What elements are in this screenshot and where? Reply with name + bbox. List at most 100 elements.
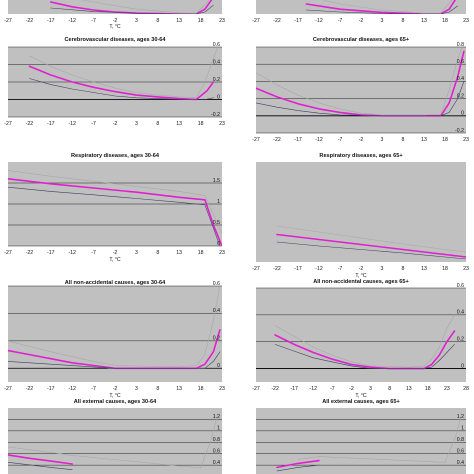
x-tick-label: -22 <box>26 386 34 392</box>
y-tick-label: 0.2 <box>457 93 464 99</box>
x-tick-label: -12 <box>68 250 76 256</box>
panel-external-65plus: 0.4 0.6 0.8 1 1.2 All external causes, ages 6… <box>256 399 466 474</box>
y-tick-label: 0 <box>217 241 220 247</box>
series-line-ci-upper <box>297 413 463 463</box>
y-tick-label: 0.4 <box>213 460 220 466</box>
y-tick-label: 0.8 <box>457 437 464 443</box>
x-tick-label: 13 <box>176 18 182 24</box>
x-tick-label: -17 <box>47 121 55 127</box>
x-tick-label: 23 <box>219 386 225 392</box>
x-tick-label: -12 <box>315 137 323 143</box>
y-tick-label: 0.6 <box>457 283 464 289</box>
x-tick-label: 3 <box>369 386 372 392</box>
x-tick-label: 3 <box>135 386 138 392</box>
plot-area <box>256 408 466 474</box>
panel-title: Respiratory diseases, ages 30-64 <box>71 153 160 159</box>
series-line-ci-lower <box>29 78 214 100</box>
x-tick-label: 3 <box>381 18 384 24</box>
x-tick-label: -2 <box>113 250 118 256</box>
x-tick-label: -2 <box>113 121 118 127</box>
x-tick-label: -17 <box>290 386 298 392</box>
x-tick-label: -7 <box>338 266 343 272</box>
y-tick-label: 0 <box>217 94 220 100</box>
plot-area <box>8 0 222 14</box>
y-tick-label: 0.6 <box>457 449 464 455</box>
series-line-ci-upper <box>8 170 222 234</box>
y-tick-label: 0.2 <box>457 337 464 343</box>
y-tick-label: 0.4 <box>457 76 464 82</box>
panel-title: Cerebrovascular diseases, ages 30-64 <box>64 37 166 43</box>
x-tick-label: -17 <box>294 266 302 272</box>
plot-area <box>256 288 466 382</box>
x-tick-label: 13 <box>176 386 182 392</box>
x-tick-label: 8 <box>156 121 159 127</box>
y-tick-label: 0 <box>461 111 464 117</box>
x-tick-label: 18 <box>198 18 204 24</box>
x-tick-label: 3 <box>135 121 138 127</box>
x-tick-label: -27 <box>4 386 12 392</box>
x-tick-label: -22 <box>26 18 34 24</box>
series-line-ci-lower <box>306 5 458 14</box>
y-tick-label: -0.2 <box>211 112 220 118</box>
x-tick-label: 13 <box>421 266 427 272</box>
series-line-ci-lower <box>8 186 221 246</box>
x-tick-label: -2 <box>359 137 364 143</box>
x-tick-label: -27 <box>4 121 12 127</box>
series-line-estimate <box>8 454 73 465</box>
x-tick-label: 18 <box>198 386 204 392</box>
y-tick-label: 0 <box>217 363 220 369</box>
plot-area <box>256 47 466 133</box>
x-tick-label: -22 <box>273 137 281 143</box>
series-line-estimate <box>8 178 222 246</box>
panel-cerebrovascular-65plus: -0.2 0 0.2 0.4 0.6 0.8 -27 -22 -17 -12 -7 -2 3 8 13 18 2… <box>252 37 469 143</box>
x-tick-label: -27 <box>4 250 12 256</box>
x-tick-label: 13 <box>406 386 412 392</box>
series-line-ci-upper <box>29 47 218 99</box>
x-tick-label: -27 <box>4 18 12 24</box>
series-line-ci-upper <box>276 225 466 253</box>
x-tick-label: -12 <box>68 18 76 24</box>
x-tick-label: 18 <box>198 250 204 256</box>
y-tick-label: 0.2 <box>213 336 220 342</box>
x-tick-label: 23 <box>219 250 225 256</box>
y-tick-label: 0.2 <box>213 77 220 83</box>
y-tick-label: 1 <box>461 426 464 432</box>
x-tick-label: -12 <box>68 386 76 392</box>
x-tick-label: -22 <box>26 250 34 256</box>
x-tick-label: 3 <box>135 250 138 256</box>
x-tick-label: -17 <box>294 18 302 24</box>
panel-cerebrovascular-30-64: -0.2 0 0.2 0.4 0.6 -27 -22 -17 -12 -7 -2 3 8 13 18 23 Ce… <box>4 37 225 127</box>
x-tick-label: -22 <box>273 266 281 272</box>
x-tick-label: -7 <box>338 137 343 143</box>
x-tick-label: 13 <box>176 250 182 256</box>
x-tick-label: 8 <box>156 386 159 392</box>
panel-top-left: -27 -22 -17 -12 -7 -2 3 8 13 18 23 T, °C <box>4 0 225 30</box>
x-tick-label: -2 <box>113 18 118 24</box>
y-tick-label: 0.4 <box>457 310 464 316</box>
x-tick-label: -2 <box>359 18 364 24</box>
y-tick-label: 0.8 <box>213 437 220 443</box>
x-tick-label: 8 <box>388 386 391 392</box>
panel-top-right: -27 -22 -17 -12 -7 -2 3 8 13 18 23 <box>252 0 469 24</box>
panel-nonaccidental-65plus: 0 0.2 0.4 0.6 -27 -22 -17 -12 -7 -2 3 8 13 18 23 28 T, °… <box>252 279 469 399</box>
x-tick-label: -22 <box>273 18 281 24</box>
y-tick-label: 0.4 <box>213 308 220 314</box>
x-tick-label: -22 <box>271 386 279 392</box>
y-tick-label: 0.5 <box>213 220 220 226</box>
panel-title: All external causes, ages 65+ <box>322 399 400 405</box>
x-tick-label: 8 <box>402 137 405 143</box>
x-tick-label: -12 <box>315 18 323 24</box>
y-tick-label: -0.2 <box>455 128 464 134</box>
x-tick-label: -27 <box>252 266 260 272</box>
series-line-ci-lower <box>256 81 465 117</box>
x-tick-label: -7 <box>91 250 96 256</box>
x-tick-label: 18 <box>442 266 448 272</box>
y-tick-label: 0.6 <box>213 42 220 48</box>
series-line-ci-upper <box>256 47 463 116</box>
x-axis-label: T, °C <box>355 393 367 399</box>
x-tick-label: 23 <box>463 266 469 272</box>
series-line-ci-lower <box>274 344 455 369</box>
series-line-estimate <box>28 65 215 101</box>
y-tick-label: 0.8 <box>457 42 464 48</box>
x-tick-label: -12 <box>310 386 318 392</box>
